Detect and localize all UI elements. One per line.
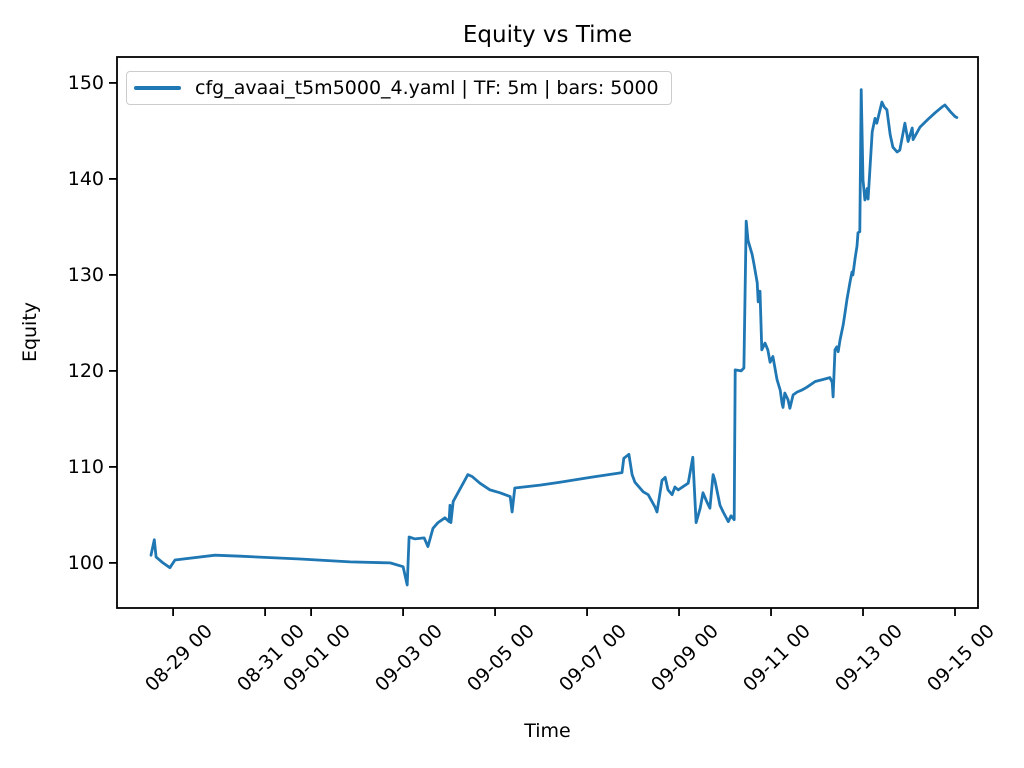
x-tick-label: 09-13 00: [830, 620, 907, 696]
y-tick-label: 130: [67, 263, 104, 286]
y-axis-title: Equity: [19, 301, 41, 363]
y-tick-label: 120: [67, 359, 104, 382]
legend: cfg_avaai_t5m5000_4.yaml | TF: 5m | bars…: [126, 71, 672, 105]
x-tick-label: 09-03 00: [370, 620, 447, 696]
y-tick-label: 150: [67, 71, 104, 94]
plot-area: [109, 56, 979, 616]
x-tick-label: 09-09 00: [646, 620, 723, 696]
x-axis-title: Time: [524, 720, 571, 742]
chart-title: Equity vs Time: [462, 22, 633, 48]
x-tick-label: 08-29 00: [140, 620, 217, 696]
y-tick-label: 110: [67, 455, 104, 478]
equity-line-series: [149, 88, 959, 587]
legend-line-sample-icon: [134, 86, 181, 90]
x-tick-label: 09-05 00: [462, 620, 539, 696]
y-tick-label: 100: [67, 551, 104, 574]
x-tick-label: 09-11 00: [738, 620, 815, 696]
legend-label: cfg_avaai_t5m5000_4.yaml | TF: 5m | bars…: [195, 77, 659, 99]
plot-spines: [116, 56, 979, 609]
y-tick-label: 140: [67, 167, 104, 190]
x-tick-label: 09-07 00: [554, 620, 631, 696]
axis-tick-marks: [109, 82, 956, 616]
x-tick-label: 09-15 00: [922, 620, 999, 696]
